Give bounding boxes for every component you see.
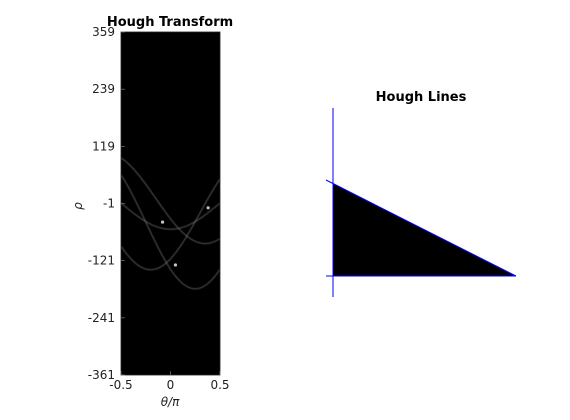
hough-curve <box>120 202 221 230</box>
y-tick-label: 119 <box>92 139 115 153</box>
y-tick-label: -121 <box>88 254 115 268</box>
hough-curve <box>120 157 221 244</box>
detected-line-diagonal <box>325 179 517 277</box>
hough-curve <box>120 178 221 271</box>
y-tick-label: -361 <box>88 368 115 382</box>
y-tick-label: 239 <box>92 82 115 96</box>
x-tick-label: -0.5 <box>109 378 132 392</box>
y-tick-label: -1 <box>103 197 115 211</box>
x-tick-label: 0.5 <box>210 378 229 392</box>
hough-peak <box>206 206 210 210</box>
x-tick-label: 0 <box>167 378 175 392</box>
hough-transform-plot: Hough Transform 359239119-1-121-241-361 … <box>71 15 233 409</box>
x-ticks: -0.5 0 0.5 <box>109 371 230 392</box>
x-axis-label: θ/π <box>161 395 180 409</box>
y-axis-label: ρ <box>71 202 85 210</box>
hough-peak <box>160 220 165 224</box>
hough-lines-title: Hough Lines <box>376 90 467 105</box>
y-tick-label: 359 <box>92 25 115 39</box>
hough-transform-title: Hough Transform <box>107 15 233 30</box>
hough-peaks <box>160 206 210 267</box>
hough-lines-plot: Hough Lines <box>325 90 517 297</box>
hough-curve <box>120 174 221 290</box>
hough-curves <box>120 157 221 290</box>
y-ticks: 359 239 119 -1 -121 -241 -361 <box>88 25 125 382</box>
y-tick-label: -241 <box>88 311 115 325</box>
hough-peak <box>173 263 178 267</box>
hough-heatmap-background <box>121 32 220 375</box>
